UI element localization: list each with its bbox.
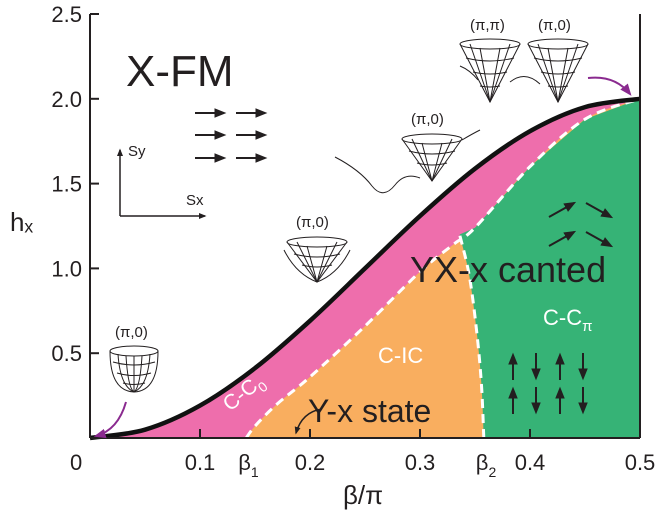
dispersion-cone-icon-2	[334, 129, 481, 194]
spin-axes-inset: Sy Sx	[117, 143, 207, 219]
axes	[89, 14, 641, 439]
xfm-spin-arrows	[195, 108, 268, 163]
label-yx-canted: YX-x canted	[410, 249, 606, 290]
dispersion-label-2: (π,0)	[296, 214, 329, 231]
dispersion-bowl-icon	[109, 345, 159, 393]
label-c-cpi: C-Cπ	[543, 305, 592, 335]
dispersion-double-cone-icon	[459, 38, 589, 104]
x-tick-label: 0.4	[515, 450, 546, 475]
inset-sx-label: Sx	[186, 192, 204, 209]
x-tick-label: 0.3	[405, 450, 436, 475]
label-y-x-state: Y-x state	[308, 393, 431, 429]
x-axis-title: β/π	[343, 480, 383, 510]
x-tick-label: 0.2	[295, 450, 326, 475]
label-c-ic: C-IC	[378, 343, 423, 368]
dispersion-label-4b: (π,0)	[538, 17, 571, 34]
x-tick-label: 0.1	[185, 450, 216, 475]
y-axis-title: hₓ	[10, 207, 33, 237]
pointer-arrow-y-x-state	[294, 408, 323, 435]
region-c-cpi	[459, 98, 640, 439]
cc0-boundary-line	[244, 97, 641, 439]
inset-sy-label: Sy	[128, 143, 146, 160]
canted-spin-arrows	[548, 201, 614, 248]
y-tick-label: 1.0	[51, 256, 82, 281]
dispersion-label-4a: (π,π)	[470, 17, 505, 34]
x-tick-label: 0.5	[625, 450, 656, 475]
pointer-arrow-saturation	[587, 76, 632, 96]
x-ticks: 0 0.1 0.2 0.3 0.4 0.5	[70, 429, 655, 475]
y-ticks: 0.5 1.0 1.5 2.0 2.5	[51, 2, 99, 366]
y-tick-label: 2.5	[51, 2, 82, 27]
dispersion-label-1: (π,0)	[115, 324, 148, 341]
ic-cpi-boundary-line	[458, 234, 486, 439]
x-tick-label: 0	[70, 450, 82, 475]
dispersion-cone-icon-1	[283, 236, 351, 283]
beta-marker-label: β2	[476, 450, 497, 480]
y-tick-label: 0.5	[51, 341, 82, 366]
y-tick-label: 1.5	[51, 172, 82, 197]
dispersion-label-3: (π,0)	[411, 111, 444, 128]
yx-spin-arrows	[508, 352, 588, 415]
beta-markers: β1 β2	[238, 450, 496, 480]
saturation-boundary-line	[89, 96, 641, 441]
y-tick-label: 2.0	[51, 87, 82, 112]
beta-marker-label: β1	[238, 450, 259, 480]
pointer-arrow-origin	[93, 401, 127, 439]
label-x-fm: X-FM	[126, 47, 234, 96]
